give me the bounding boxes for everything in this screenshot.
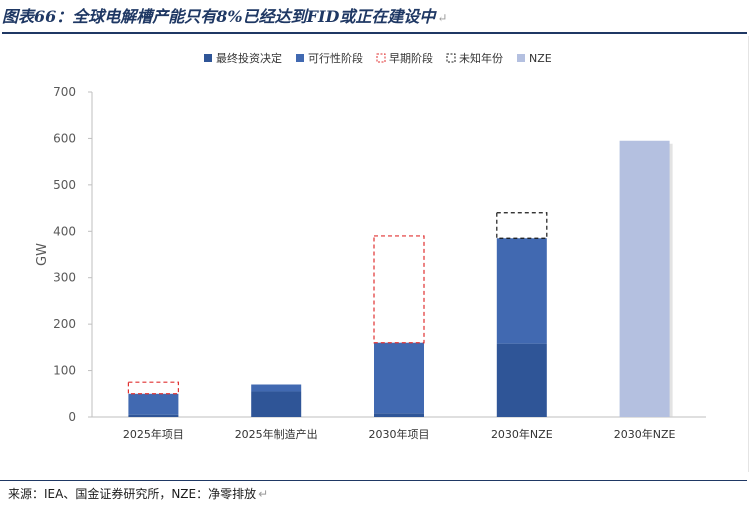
legend-swatch <box>204 54 212 62</box>
return-mark: ↵ <box>437 11 448 25</box>
y-tick-label: 100 <box>53 364 76 378</box>
x-tick-label: 2025年项目 <box>123 427 184 441</box>
legend-swatch <box>296 54 304 62</box>
source-footer: 来源：IEA、国金证券研究所，NZE：净零排放 ↵ <box>0 480 747 506</box>
source-note: 来源：IEA、国金证券研究所，NZE：净零排放 <box>8 487 257 501</box>
y-tick-label: 700 <box>53 85 76 99</box>
chart-frame: 0 100 200 300 400 500 600 700 GW 2025年项目 2025年制造产出… <box>8 36 749 472</box>
x-tick-label: 2030年NZE <box>491 427 553 441</box>
bar-segment-2 <box>251 384 302 392</box>
legend-label: 可行性阶段 <box>308 51 363 65</box>
legend-label: NZE <box>529 52 552 65</box>
legend-label: 未知年份 <box>459 51 503 65</box>
legend-label: 早期阶段 <box>389 51 433 65</box>
x-tick-label: 2030年NZE <box>614 427 676 441</box>
bar-segment-2 <box>496 238 547 344</box>
bar-segment-3 <box>127 381 180 395</box>
x-tick-label: 2030年项目 <box>369 427 430 441</box>
bar-segment-4 <box>496 212 548 239</box>
bar-segment-2 <box>128 393 179 415</box>
y-axis-label: GW <box>35 243 50 266</box>
y-tick-label: 600 <box>53 131 76 145</box>
figure-title-text: 图表66：全球电解槽产能只有8%已经达到FID或正在建设中 <box>2 7 436 26</box>
y-tick-label: 300 <box>53 271 76 285</box>
bar-segment-2 <box>374 342 424 414</box>
bar-segment-3 <box>373 235 425 344</box>
legend-label: 最终投资决定 <box>216 51 282 65</box>
footer-return-mark: ↵ <box>258 487 269 501</box>
bar-segment-1 <box>251 391 302 417</box>
bar-segment-1 <box>374 413 424 417</box>
chart-svg: 0 100 200 300 400 500 600 700 GW 2025年项目 2025年制造产出… <box>35 51 706 441</box>
legend-swatch <box>517 54 525 62</box>
y-tick-label: 400 <box>53 224 76 238</box>
legend-swatch <box>446 53 456 63</box>
y-tick-label: 200 <box>53 317 76 331</box>
legend-swatch <box>376 53 386 63</box>
y-tick-label: 0 <box>68 410 76 424</box>
bar-segment-1 <box>496 343 547 417</box>
bar-segment-5 <box>619 140 670 417</box>
figure-title: 图表66：全球电解槽产能只有8%已经达到FID或正在建设中 ↵ <box>2 4 747 34</box>
bar-segment-1 <box>128 414 179 417</box>
y-tick-label: 500 <box>53 178 76 192</box>
x-tick-label: 2025年制造产出 <box>235 427 318 441</box>
